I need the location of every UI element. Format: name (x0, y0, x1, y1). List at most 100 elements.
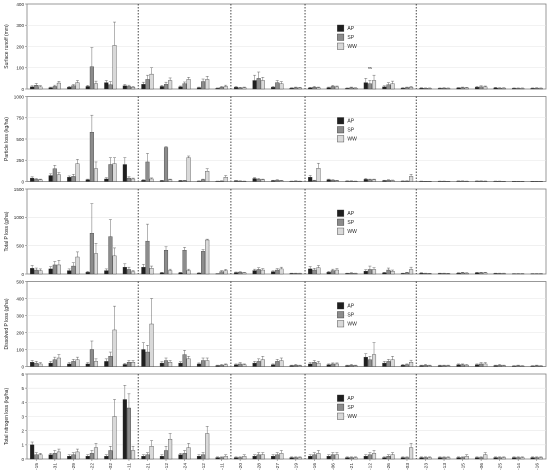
bar-ww (483, 454, 488, 460)
bar-ap (308, 268, 313, 275)
bar-ww (260, 359, 265, 367)
bar-sp (516, 365, 521, 367)
bar-sp (126, 407, 131, 460)
bar-sp (404, 272, 410, 275)
bar-ap (493, 457, 498, 460)
y-tick-label: 0 (21, 272, 24, 277)
bar-ap (159, 272, 164, 275)
bar-ap (512, 457, 517, 460)
annotation: ns (368, 66, 372, 70)
y-tick-label: 5 (21, 386, 24, 391)
bar-sp (497, 364, 502, 367)
bar-ap (271, 455, 276, 460)
y-axis-label: Dissolved P loss (g/ha) (4, 298, 10, 349)
bar-ap (48, 362, 53, 367)
bar-ww (334, 86, 339, 90)
bar-ww (464, 87, 469, 90)
bar-sp (182, 250, 187, 275)
bar-ww (390, 270, 395, 275)
bar-sp (497, 273, 502, 275)
x-tick-label: 2018-12-13 (442, 463, 448, 470)
bar-sp (238, 272, 243, 275)
bar-ap (30, 177, 35, 182)
bar-sp (442, 273, 447, 275)
bar-sp (145, 351, 150, 367)
bar-ww (168, 270, 173, 275)
bar-sp (219, 87, 224, 90)
bar-ww (223, 364, 228, 367)
bar-ww (334, 454, 339, 460)
bar-sp (404, 364, 410, 367)
bar-sp (145, 79, 150, 90)
bar-ap (178, 454, 183, 460)
bar-ap (363, 356, 368, 367)
bar-ap (122, 85, 127, 90)
x-tick-label: 2018-11-23 (423, 463, 429, 470)
bar-sp (108, 236, 113, 275)
panel-3: 0 500 1000 1500 Total P loss (g/ha) AP SP WW (4, 187, 547, 277)
bar-sp (367, 454, 372, 460)
bar-ap (122, 164, 127, 182)
panel-1: 0 100 200 300 400 Surface runoff (mm) ns AP SP WW (4, 2, 547, 92)
bar-sp (404, 457, 410, 460)
x-axis: 2014-10-15 2014-10-31 2014-11-29 2015-01-22… (34, 459, 541, 470)
bar-ww (260, 269, 265, 275)
legend-swatch-ap (337, 24, 345, 32)
bar-ap (437, 88, 442, 90)
bar-ap (122, 399, 127, 460)
bar-sp (330, 363, 335, 367)
bar-ap (419, 457, 424, 460)
bar-sp (126, 177, 131, 182)
bar-ww (409, 362, 414, 367)
y-tick-label: 0 (21, 364, 24, 369)
bar-sp (423, 273, 428, 275)
bar-ww (38, 270, 43, 275)
bar-ww (223, 455, 228, 460)
bar-sp (108, 450, 113, 460)
bar-sp (108, 356, 113, 367)
bar-ap (363, 82, 368, 90)
bar-sp (367, 359, 372, 367)
bar-sp (386, 361, 391, 367)
bar-sp (442, 87, 447, 90)
bar-sp (312, 454, 317, 460)
bar-ww (93, 253, 99, 275)
legend-swatch-ww (337, 412, 345, 420)
legend-label: WW (347, 229, 357, 235)
x-tick-label: 2015-12-12 (164, 463, 170, 470)
bar-ap (215, 365, 220, 367)
bar-ww (149, 268, 154, 275)
bar-ww (316, 267, 321, 275)
bar-ap (530, 88, 535, 90)
legend-label: AP (347, 26, 354, 32)
bar-ap (85, 455, 90, 460)
bar-ww (112, 329, 117, 367)
bar-ww (446, 457, 451, 460)
y-tick-label: 100 (16, 66, 24, 71)
x-tick-label: 2015-01-22 (90, 463, 96, 470)
bar-ww (279, 268, 284, 275)
bar-ww (353, 365, 358, 367)
bar-sp (182, 180, 187, 182)
bar-ap (67, 270, 72, 275)
bar-sp (89, 349, 94, 367)
bar-sp (108, 164, 113, 182)
bar-ap (196, 363, 202, 367)
bar-ap (419, 87, 424, 90)
bar-ww (131, 271, 136, 275)
bar-ap (48, 175, 53, 182)
bar-ww (242, 87, 247, 90)
bar-ww (205, 239, 210, 275)
bar-ap (289, 365, 294, 367)
bar-sp (349, 272, 354, 275)
bar-ww (223, 270, 228, 275)
bar-sp (442, 457, 447, 460)
legend-label: AP (347, 304, 354, 310)
y-tick-label: 500 (16, 243, 24, 248)
bar-sp (330, 454, 335, 460)
bar-ap (48, 87, 53, 90)
y-axis-label: Particle loss (kg/ha) (4, 117, 10, 161)
y-tick-label: 250 (16, 158, 24, 163)
bar-ww (297, 87, 302, 90)
